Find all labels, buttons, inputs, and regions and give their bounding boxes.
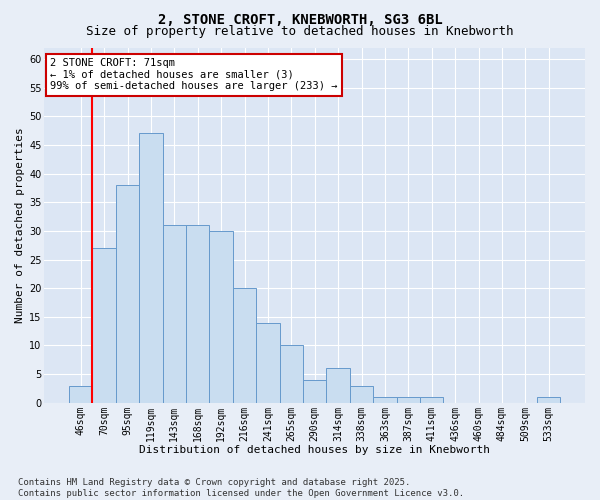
Bar [280, 346, 303, 403]
Bar [116, 185, 139, 403]
Y-axis label: Number of detached properties: Number of detached properties [15, 128, 25, 323]
Text: 2 STONE CROFT: 71sqm
← 1% of detached houses are smaller (3)
99% of semi-detache: 2 STONE CROFT: 71sqm ← 1% of detached ho… [50, 58, 337, 92]
Text: Size of property relative to detached houses in Knebworth: Size of property relative to detached ho… [86, 25, 514, 38]
Bar [326, 368, 350, 403]
Bar [537, 397, 560, 403]
Bar [139, 134, 163, 403]
Bar [233, 288, 256, 403]
Bar [397, 397, 420, 403]
Bar [420, 397, 443, 403]
X-axis label: Distribution of detached houses by size in Knebworth: Distribution of detached houses by size … [139, 445, 490, 455]
Text: Contains HM Land Registry data © Crown copyright and database right 2025.
Contai: Contains HM Land Registry data © Crown c… [18, 478, 464, 498]
Bar [163, 225, 186, 403]
Bar [256, 322, 280, 403]
Bar [186, 225, 209, 403]
Bar [303, 380, 326, 403]
Bar [350, 386, 373, 403]
Bar [92, 248, 116, 403]
Bar [69, 386, 92, 403]
Text: 2, STONE CROFT, KNEBWORTH, SG3 6BL: 2, STONE CROFT, KNEBWORTH, SG3 6BL [158, 12, 442, 26]
Bar [373, 397, 397, 403]
Bar [209, 231, 233, 403]
